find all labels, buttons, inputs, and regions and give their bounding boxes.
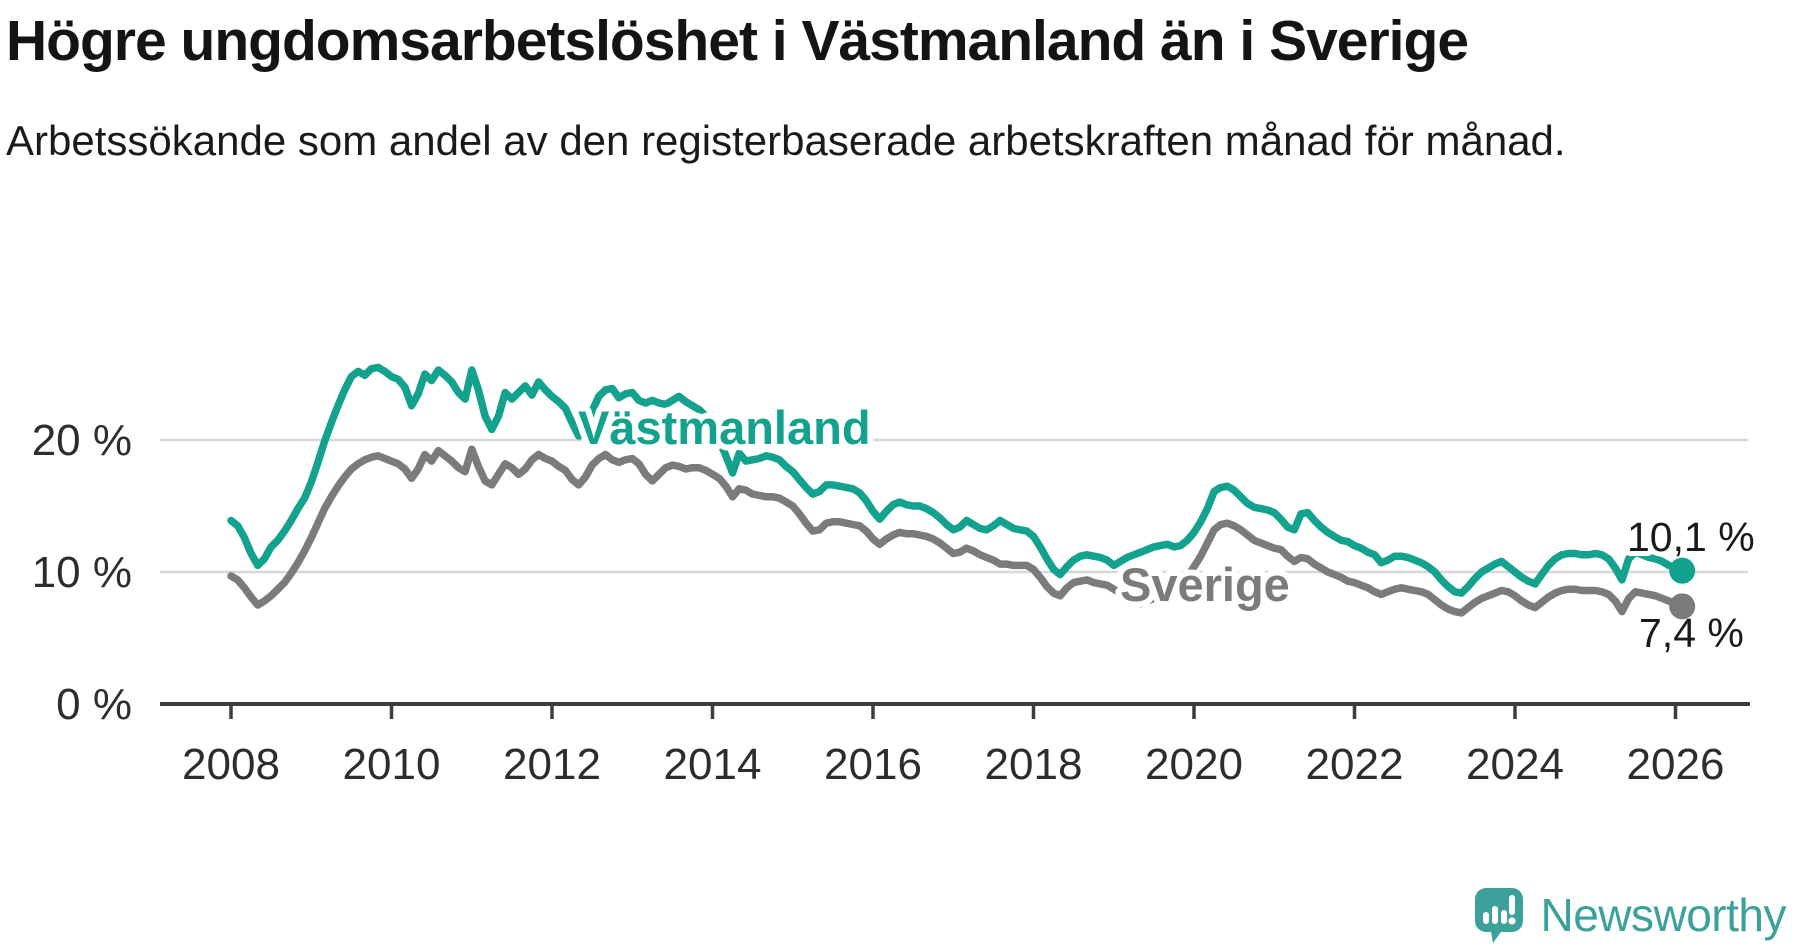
- vastmanland-end-dot: [1669, 557, 1696, 584]
- y-axis-label-10: 10 %: [32, 548, 132, 597]
- chart-title: Högre ungdomsarbetslöshet i Västmanland …: [6, 9, 1469, 73]
- vastmanland-series-label: Västmanland: [578, 401, 871, 454]
- vastmanland-end-value-label: 10,1 %: [1627, 514, 1755, 560]
- x-axis-label-2026: 2026: [1627, 740, 1725, 789]
- sverige-line: [227, 445, 1686, 617]
- sverige-series-label: Sverige: [1120, 558, 1290, 611]
- x-axis-label-2020: 2020: [1145, 740, 1243, 789]
- x-axis-label-2012: 2012: [503, 740, 601, 789]
- newsworthy-logo-icon: [1475, 888, 1524, 943]
- newsworthy-logo-text: Newsworthy: [1540, 889, 1786, 941]
- y-axis-label-20: 20 %: [32, 416, 132, 465]
- newsworthy-logo: Newsworthy: [1473, 886, 1786, 944]
- x-axis-label-2022: 2022: [1306, 740, 1404, 789]
- vastmanland-line: [227, 363, 1686, 597]
- chart-header: Högre ungdomsarbetslöshet i Västmanland …: [0, 0, 1800, 168]
- x-axis-label-2014: 2014: [664, 740, 762, 789]
- x-axis-label-2018: 2018: [985, 740, 1083, 789]
- x-axis-label-2008: 2008: [182, 740, 280, 789]
- sverige-end-dot: [1669, 593, 1696, 620]
- x-axis-label-2024: 2024: [1466, 740, 1564, 789]
- sverige-end-value-label: 7,4 %: [1639, 610, 1744, 656]
- y-axis-label-0: 0 %: [56, 680, 132, 729]
- chart-subtitle: Arbetssökande som andel av den registerb…: [6, 116, 1566, 164]
- x-axis-label-2010: 2010: [343, 740, 441, 789]
- x-axis-label-2016: 2016: [824, 740, 922, 789]
